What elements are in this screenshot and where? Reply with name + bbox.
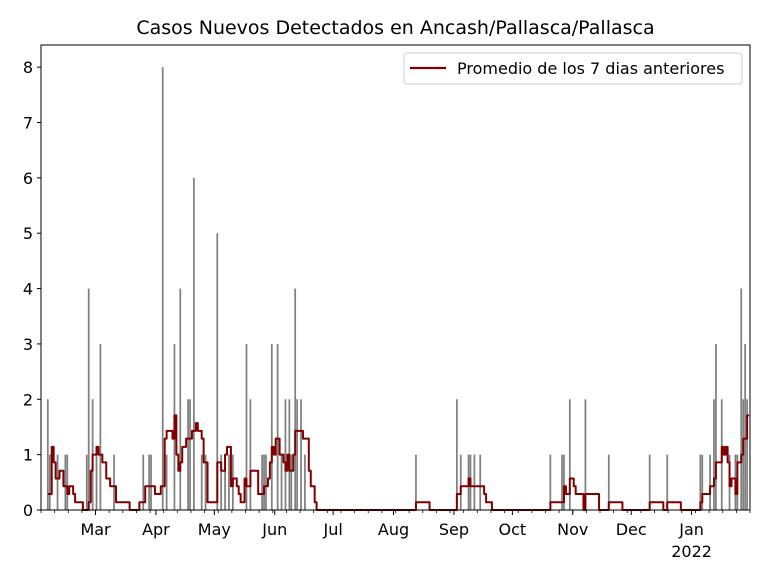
bar [249,399,252,510]
bar [220,454,223,510]
bar [300,399,302,510]
bar [193,177,195,511]
bar [746,399,748,510]
bar [64,454,67,510]
bar [85,454,88,510]
x-tick-label: Jun [261,520,287,539]
bar [46,399,49,510]
bar [294,288,297,510]
bar [189,399,191,510]
bar [261,454,263,510]
y-tick-label: 8 [23,58,33,77]
bar [699,454,702,510]
bar [701,454,704,510]
x-tick-label: Apr [142,520,170,539]
bar [245,343,248,510]
y-tick-label: 6 [23,169,33,188]
bar [56,454,59,510]
y-tick-label: 2 [23,390,33,409]
bar [666,454,669,510]
x-tick-label: May [198,520,231,539]
y-tick-label: 4 [23,280,33,299]
bar [48,454,51,510]
bar [415,454,417,510]
bar [200,454,203,510]
chart-title: Casos Nuevos Detectados en Ancash/Pallas… [136,17,654,39]
x-tick-label: Mar [80,520,111,539]
bar [263,454,265,510]
bar [459,454,462,510]
bar [744,343,746,510]
y-tick-label: 0 [23,501,33,520]
x-tick-label: Jul [323,520,343,539]
bar [87,288,90,510]
axes: 0 1 2 3 4 5 6 7 8 Mar Apr May Jun Jul Aug Sep Oct Nov Dec J… [23,44,751,561]
bar [99,343,102,510]
x-tick-label: Dec [616,520,647,539]
x-tick-label: Aug [378,520,409,539]
x-tick-year-label: 2022 [671,542,712,561]
x-tick-label: Jan [678,520,704,539]
bar [648,454,651,510]
y-tick-label: 3 [23,335,33,354]
bar [95,454,98,510]
bar [455,399,458,510]
bar [150,454,152,510]
bar [479,454,482,510]
legend-entry-label: Promedio de los 7 dias anteriores [457,59,724,78]
bar [473,454,476,510]
bar [584,399,587,510]
legend-box [403,52,743,85]
bar [561,454,563,510]
bar [568,399,571,510]
bar [265,454,267,510]
bar [607,454,610,510]
bar [715,343,717,510]
bar [66,454,69,510]
bar [161,67,164,510]
bar [142,454,145,510]
x-tick-label: Nov [557,520,588,539]
legend: Promedio de los 7 dias anteriores [403,52,743,85]
bar [740,288,743,510]
y-tick-label: 1 [23,446,33,465]
bar [549,454,552,510]
y-tick-label: 7 [23,114,33,133]
bar [228,454,230,510]
x-tick-label: Sep [439,520,469,539]
bar [284,399,287,510]
bar [563,454,565,510]
bar [165,454,168,510]
bar [290,454,293,510]
bar [187,399,189,510]
bar [296,399,299,510]
bar [216,233,219,510]
bar [224,454,226,510]
bar [148,454,150,510]
bar [304,454,306,510]
bar [113,454,115,510]
x-tick-label: Oct [499,520,527,539]
bar [280,454,283,510]
bar [709,454,711,510]
bar [179,288,182,510]
bar [276,343,279,510]
y-tick-label: 5 [23,224,33,243]
bar [204,454,207,510]
bar [713,399,715,510]
bar [270,343,273,510]
